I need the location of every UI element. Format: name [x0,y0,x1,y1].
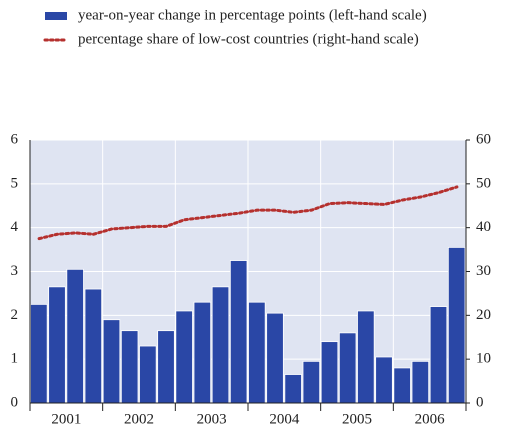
y2-tick-label: 50 [476,175,491,191]
line-series [37,185,459,241]
y-tick-label: 2 [11,307,19,323]
x-tick-label: 2001 [51,411,81,427]
bar [84,288,103,404]
bar [120,330,139,404]
bar [193,301,212,404]
x-tick-label: 2005 [342,411,372,427]
y2-tick-label: 40 [476,219,491,235]
bar [411,360,430,404]
y-tick-label: 3 [11,263,19,279]
bar [66,268,84,404]
bar [284,374,302,404]
y-tick-label: 0 [11,394,19,410]
x-tick-label: 2006 [415,411,446,427]
y-tick-label: 4 [11,219,19,235]
bar [30,303,48,404]
y-tick-label: 1 [11,351,19,367]
y2-tick-label: 0 [476,394,484,410]
bar [393,367,411,404]
bar [266,312,284,404]
x-tick-label: 2004 [269,411,300,427]
x-tick-label: 2003 [197,411,227,427]
legend-label: percentage share of low-cost countries (… [78,31,419,47]
bar [157,330,175,404]
bar [175,310,193,404]
bar [375,356,393,404]
y2-tick-label: 20 [476,307,491,323]
y-tick-label: 5 [11,175,19,191]
bar [139,345,157,404]
bar [248,301,266,404]
legend-swatch-bar [45,12,67,20]
bar [302,360,321,404]
bar [102,319,121,404]
y-tick-label: 6 [11,131,19,147]
bar [357,310,375,404]
bar [447,246,466,404]
bar [320,341,339,404]
y2-tick-label: 60 [476,131,491,147]
legend-label: year-on-year change in percentage points… [78,7,427,23]
y2-tick-label: 10 [476,351,491,367]
bar [229,260,248,404]
y2-tick-label: 30 [476,263,491,279]
bar [429,306,448,404]
bar [48,286,66,404]
bar [211,286,230,404]
bar [338,332,357,404]
x-tick-label: 2002 [124,411,154,427]
